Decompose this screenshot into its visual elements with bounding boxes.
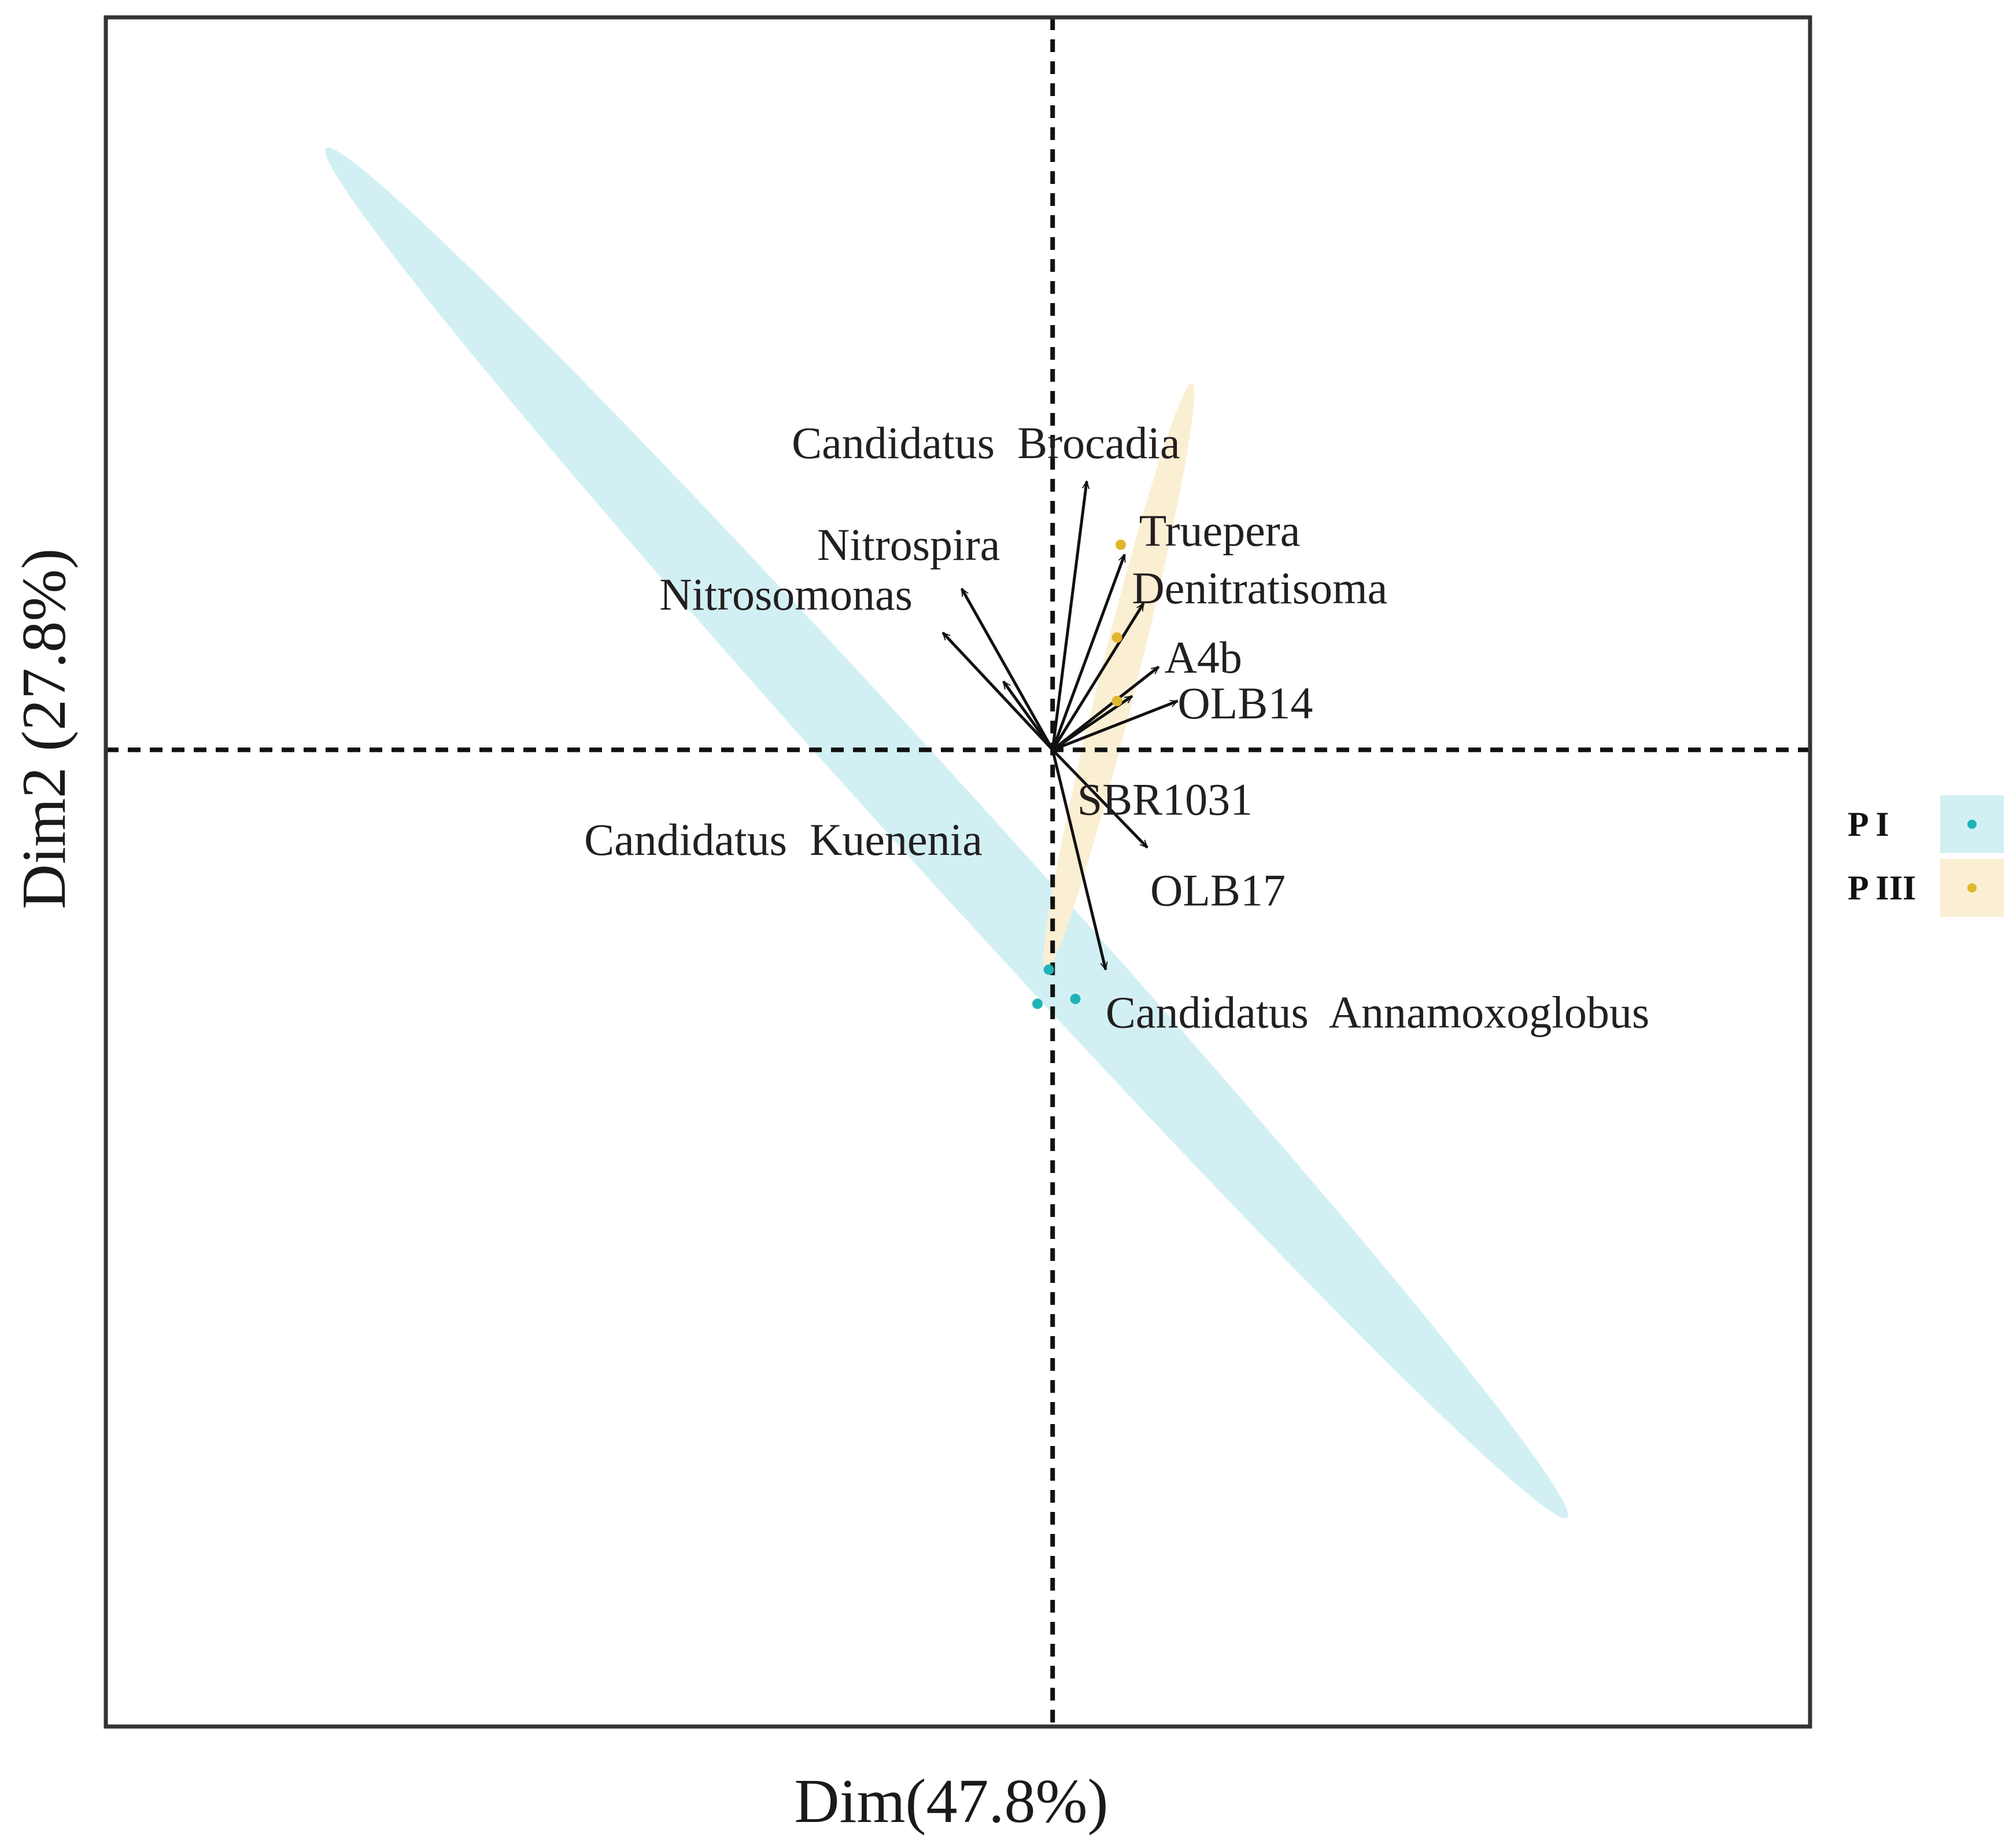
legend: P I P III bbox=[1848, 795, 2004, 917]
loading-arrows bbox=[941, 481, 1177, 969]
x-axis-title: Dim(47.8%) bbox=[795, 1767, 1109, 1836]
loading-arrow bbox=[941, 632, 1054, 751]
legend-label: P III bbox=[1848, 869, 1916, 907]
ellipse-PIII bbox=[1043, 382, 1195, 971]
loading-label: SBR1031 bbox=[1077, 774, 1253, 825]
y-axis-title: Dim2 (27.8%) bbox=[10, 548, 79, 909]
loading-arrow bbox=[1052, 699, 1177, 751]
loading-label: Candidatus Brocadia bbox=[792, 418, 1180, 468]
loading-arrow bbox=[1051, 748, 1148, 849]
legend-dot-PI bbox=[1967, 820, 1977, 829]
loading-arrow bbox=[960, 589, 1054, 751]
ellipse-PI bbox=[325, 147, 1568, 1518]
loading-arrow bbox=[1002, 681, 1054, 751]
legend-label: P I bbox=[1848, 805, 1889, 843]
plot-frame bbox=[104, 15, 1812, 1729]
loading-arrow bbox=[1051, 603, 1145, 751]
loading-label: A4b bbox=[1165, 632, 1242, 683]
legend-dot-PIII bbox=[1967, 883, 1977, 892]
loading-label: OLB14 bbox=[1177, 678, 1313, 728]
point-PIII bbox=[1116, 539, 1127, 550]
sample-points bbox=[1032, 539, 1127, 1009]
point-PI bbox=[1032, 998, 1043, 1009]
loading-label: Denitratisoma bbox=[1132, 563, 1387, 613]
point-PI bbox=[1070, 994, 1081, 1005]
loading-label: Candidatus Kuenenia bbox=[584, 814, 983, 865]
loading-label: OLB17 bbox=[1150, 865, 1286, 915]
loading-label: Nitrosomonas bbox=[659, 569, 913, 619]
loading-label: Truepera bbox=[1139, 506, 1301, 556]
loading-label: Nitrospira bbox=[817, 519, 1000, 570]
loading-label: Candidatus Annamoxoglobus bbox=[1106, 987, 1649, 1037]
point-PIII bbox=[1111, 696, 1122, 706]
loading-labels: Candidatus Brocadia Truepera Nitrospira Den… bbox=[584, 418, 1649, 1037]
confidence-ellipses bbox=[325, 147, 1568, 1518]
loading-arrow bbox=[1051, 749, 1106, 969]
point-PI bbox=[1043, 964, 1054, 975]
loading-arrow bbox=[1051, 555, 1126, 751]
loading-arrow bbox=[1051, 665, 1158, 751]
loading-arrow bbox=[1051, 481, 1087, 750]
point-PIII bbox=[1111, 632, 1122, 643]
